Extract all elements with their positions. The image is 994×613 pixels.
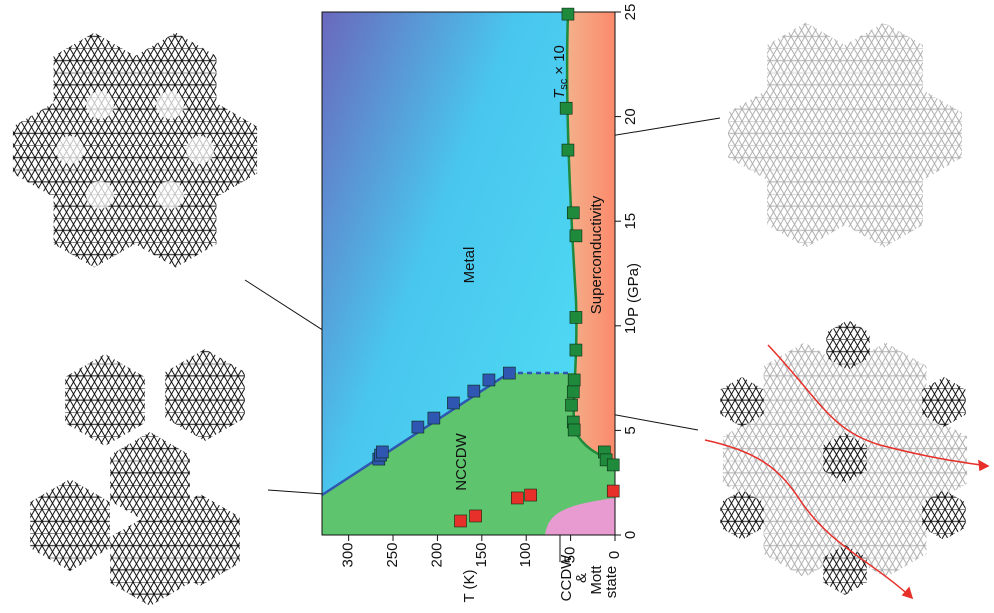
- y-axis-label: T (K): [461, 569, 478, 602]
- tsc-factor: × 10: [551, 45, 568, 75]
- y-tick-label: 50: [562, 547, 579, 564]
- tsc-subscript: sc: [558, 78, 570, 90]
- x-tick-label: 25: [622, 4, 639, 21]
- point: [503, 367, 515, 379]
- x-tick-label: 15: [622, 213, 639, 230]
- point: [570, 344, 582, 356]
- point: [567, 386, 579, 398]
- x-tick-label: 20: [622, 108, 639, 125]
- point: [455, 515, 467, 527]
- y-tick-label: 200: [428, 542, 445, 567]
- point: [376, 446, 388, 458]
- point: [607, 485, 619, 497]
- lattice-vacancy: [86, 181, 114, 209]
- mott-label: state: [603, 566, 620, 599]
- point: [447, 397, 459, 409]
- point: [511, 492, 523, 504]
- point: [568, 374, 580, 386]
- lattice-vacancy: [156, 91, 184, 119]
- lattice: [728, 23, 962, 248]
- point: [562, 8, 574, 20]
- point: [562, 144, 574, 156]
- point: [483, 374, 495, 386]
- x-tick-label: 10: [622, 317, 639, 334]
- lattice-vacancy: [56, 136, 84, 164]
- point: [570, 311, 582, 323]
- x-tick-label: 5: [622, 426, 639, 434]
- point: [607, 459, 619, 471]
- x-tick-label: 0: [622, 531, 639, 539]
- lattice: [30, 349, 245, 606]
- lattice-vacancy: [186, 136, 214, 164]
- y-tick-label: 100: [517, 542, 534, 567]
- annotation: NCCDW: [453, 432, 470, 490]
- figure: Metal NCCDW Superconductivity Tsc× 10 CC…: [0, 0, 994, 608]
- lattice-vacancy: [156, 181, 184, 209]
- point: [570, 230, 582, 242]
- y-tick-label: 300: [340, 542, 357, 567]
- point: [412, 421, 424, 433]
- annotation: Metal: [461, 247, 478, 284]
- point: [568, 424, 580, 436]
- point: [560, 102, 572, 114]
- annotation: Superconductivity: [588, 195, 605, 314]
- y-tick-label: 0: [606, 551, 623, 559]
- point: [428, 412, 440, 424]
- x-axis-label: P (GPa): [625, 263, 642, 317]
- point: [468, 385, 480, 397]
- lattice: [13, 33, 257, 268]
- point: [525, 489, 537, 501]
- y-tick-label: 150: [473, 542, 490, 567]
- y-tick-label: 250: [384, 542, 401, 567]
- lattice-vacancy: [86, 91, 114, 119]
- point: [470, 510, 482, 522]
- point: [565, 399, 577, 411]
- point: [567, 207, 579, 219]
- tsc-label: Tsc× 10: [551, 45, 570, 99]
